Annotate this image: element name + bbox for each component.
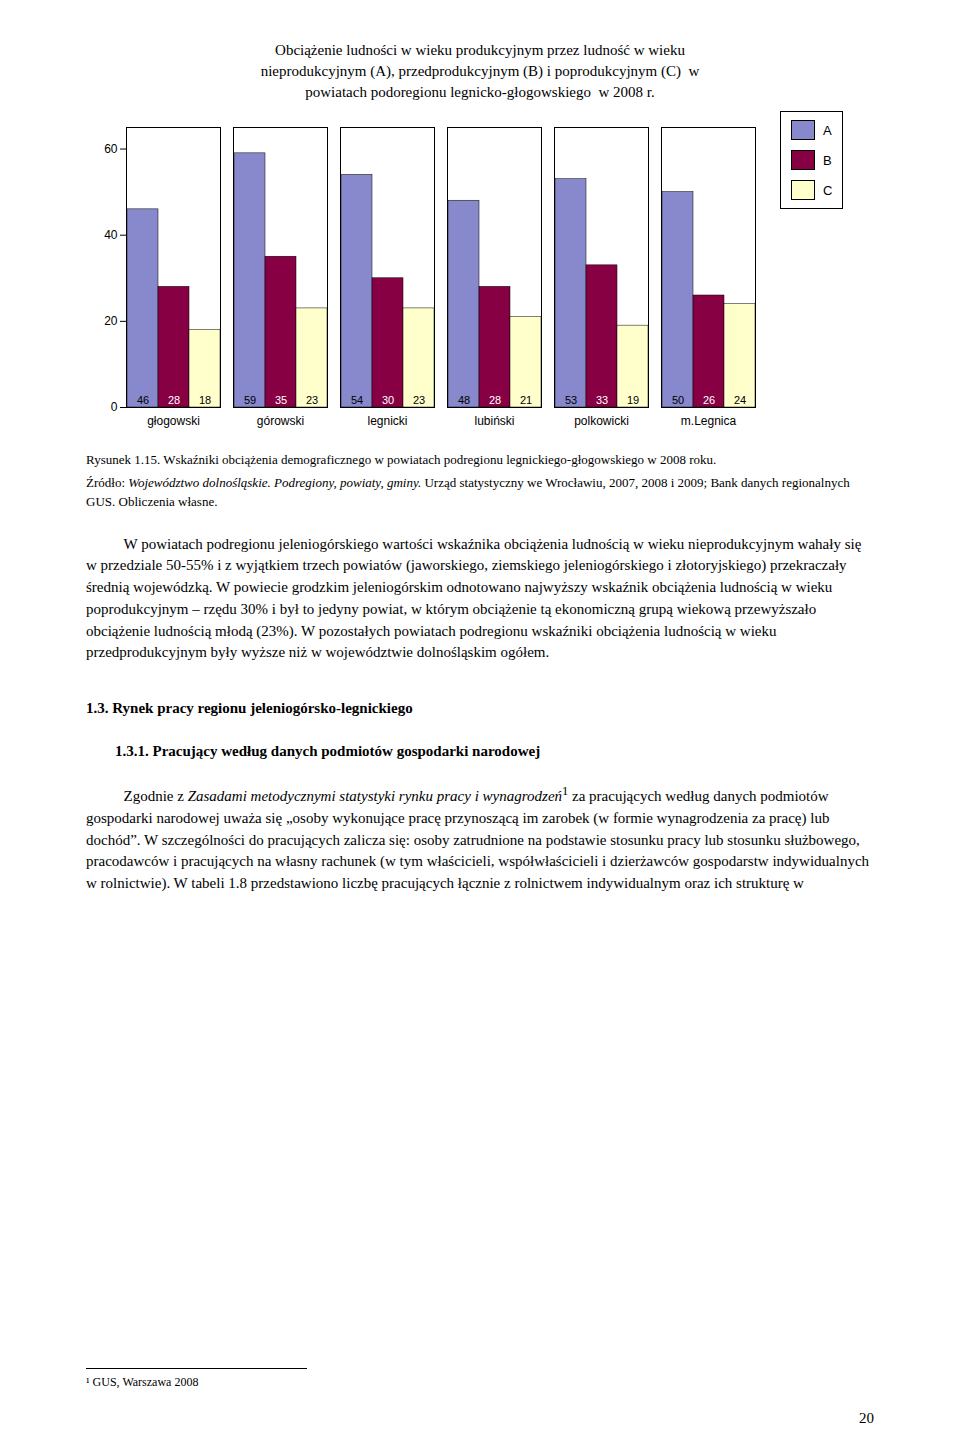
html-text:20: 20 [859,1410,874,1426]
svg-text:lubiński: lubiński [474,414,514,428]
svg-text:46: 46 [137,394,149,406]
svg-text:21: 21 [520,394,532,406]
svg-text:30: 30 [382,394,394,406]
svg-text:polkowicki: polkowicki [574,414,629,428]
svg-text:26: 26 [703,394,715,406]
svg-text:m.Legnica: m.Legnica [681,414,737,428]
html-text:W powiatach podregionu jelenio: W powiatach podregionu jeleniogórskiego … [86,535,862,661]
svg-text:głogowski: głogowski [147,414,200,428]
svg-text:59: 59 [244,394,256,406]
svg-text:18: 18 [199,394,211,406]
html-text:Obciążenie ludności w wieku pr: Obciążenie ludności w wieku produkcyjnym… [275,42,685,58]
svg-text:20: 20 [104,314,118,328]
html-text:nieprodukcyjnym (A), przedprod: nieprodukcyjnym (A), przedprodukcyjnym (… [260,63,700,79]
svg-text:35: 35 [275,394,287,406]
html-text:¹ GUS, Warszawa 2008: ¹ GUS, Warszawa 2008 [86,1375,199,1389]
svg-text:24: 24 [734,394,746,406]
svg-text:23: 23 [306,394,318,406]
html-text:Źródło: Województwo dolnośląsk: Źródło: Województwo dolnośląskie. Podreg… [86,474,850,509]
html-text:1.3.1. Pracujący według danych: 1.3.1. Pracujący według danych podmiotów… [115,743,541,759]
svg-text:28: 28 [168,394,180,406]
svg-text:53: 53 [565,394,577,406]
svg-text:48: 48 [458,394,470,406]
svg-text:legnicki: legnicki [367,414,407,428]
svg-text:19: 19 [627,394,639,406]
html-text:C: C [823,182,833,198]
html-text:A: A [823,122,832,138]
svg-text:60: 60 [104,142,118,156]
svg-text:28: 28 [489,394,501,406]
html-text:B: B [823,152,832,168]
svg-text:50: 50 [672,394,684,406]
html-text:Rysunek 1.15. Wskaźniki obciąż: Rysunek 1.15. Wskaźniki obciążenia demog… [86,452,717,467]
html-text:powiatach podoregionu legnicko: powiatach podoregionu legnicko-głogowski… [305,84,655,100]
html-text:Zgodnie z Zasadami metodycznym: Zgodnie z Zasadami metodycznymi statysty… [86,784,870,891]
svg-text:54: 54 [351,394,363,406]
svg-text:40: 40 [104,228,118,242]
svg-text:0: 0 [111,400,118,414]
svg-text:górowski: górowski [257,414,304,428]
html-text:1.3. Rynek pracy regionu jelen: 1.3. Rynek pracy regionu jeleniogórsko-l… [86,700,413,716]
svg-text:33: 33 [596,394,608,406]
svg-text:23: 23 [413,394,425,406]
